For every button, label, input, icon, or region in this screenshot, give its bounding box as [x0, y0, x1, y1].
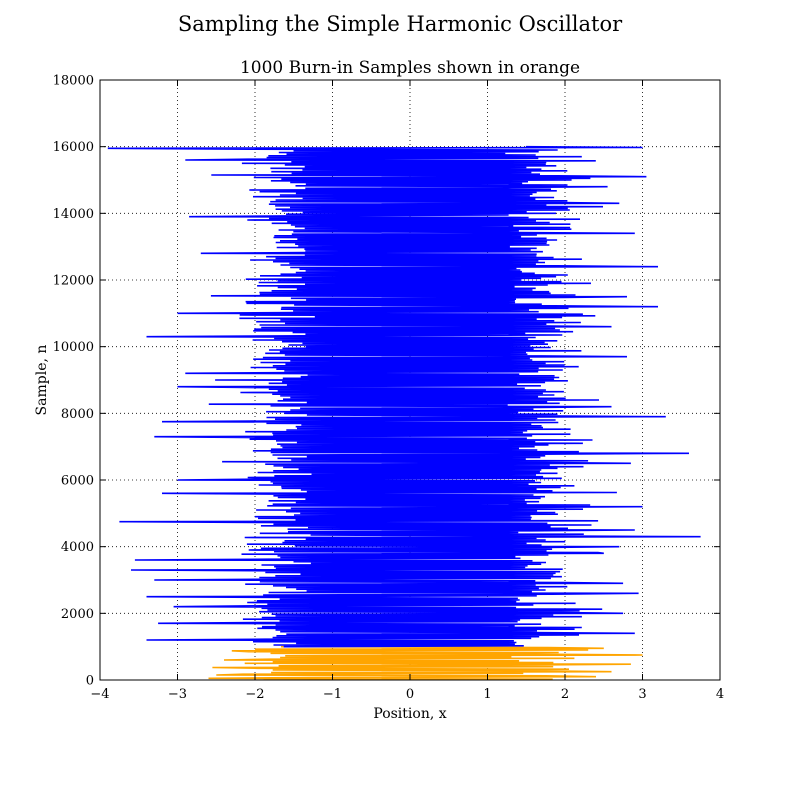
trace-lines	[107, 145, 701, 680]
x-axis-label: Position, x	[373, 706, 446, 722]
y-tick-label: 18000	[53, 74, 94, 89]
x-tick-label: 4	[716, 687, 724, 702]
burn-in-trace-line	[208, 645, 643, 680]
x-tick-label: 0	[406, 687, 414, 702]
x-tick-label: 3	[638, 687, 646, 702]
x-tick-label: −1	[323, 687, 342, 702]
y-tick-labels: 0 2000 4000 6000 8000 10000 12000 14000 16000 180…	[53, 74, 94, 689]
x-tick-label: 2	[561, 687, 569, 702]
figure-suptitle: Sampling the Simple Harmonic Oscillator	[178, 12, 623, 36]
x-tick-labels: −4 −3 −2 −1 0 1 2 3 4	[90, 687, 724, 702]
y-tick-label: 14000	[53, 207, 94, 222]
y-tick-label: 16000	[53, 140, 94, 155]
y-tick-label: 10000	[53, 340, 94, 355]
y-axis-label: Sample, n	[34, 345, 50, 416]
x-tick-label: 1	[483, 687, 491, 702]
sample-trace-line	[107, 145, 701, 648]
ticks	[99, 79, 721, 681]
y-tick-label: 6000	[61, 474, 94, 489]
y-tick-label: 0	[86, 674, 94, 689]
y-tick-label: 4000	[61, 540, 94, 555]
y-tick-label: 12000	[53, 274, 94, 289]
x-tick-label: −2	[245, 687, 264, 702]
x-tick-label: −3	[168, 687, 187, 702]
y-tick-label: 2000	[61, 607, 94, 622]
chart-title: 1000 Burn-in Samples shown in orange	[240, 58, 580, 78]
y-tick-label: 8000	[61, 407, 94, 422]
x-tick-label: −4	[90, 687, 109, 702]
plot-area	[99, 79, 721, 681]
